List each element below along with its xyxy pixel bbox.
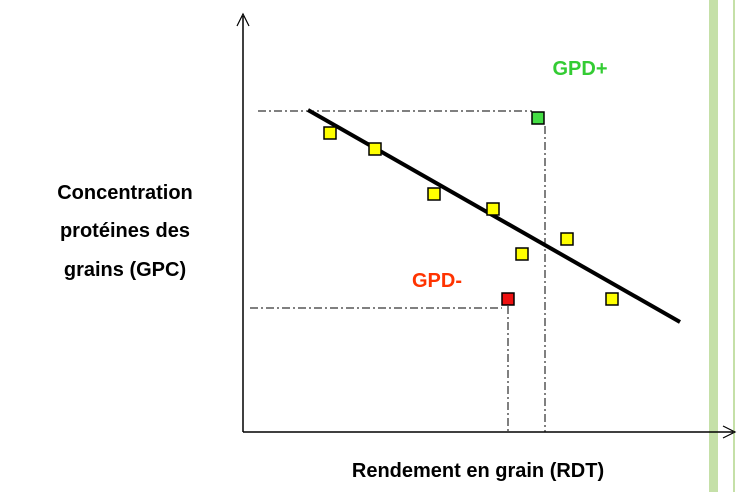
- x-axis-arrow: [722, 425, 737, 439]
- x-axis-label: Rendement en grain (RDT): [352, 460, 604, 482]
- points: [323, 126, 619, 306]
- point-high: [531, 111, 545, 125]
- y-axis-label: grains (GPC): [64, 259, 186, 281]
- point: [486, 202, 500, 216]
- point: [560, 232, 574, 246]
- point: [427, 187, 441, 201]
- trend-line: [307, 108, 681, 324]
- y-axis-label: protéines des: [60, 220, 190, 242]
- point-low: [501, 292, 515, 306]
- point: [605, 292, 619, 306]
- point: [515, 247, 529, 261]
- label-high: GPD+: [552, 58, 607, 80]
- point: [368, 142, 382, 156]
- label-low: GPD-: [412, 270, 462, 292]
- side-stripe: [709, 0, 718, 492]
- y-axis-label: Concentration: [57, 182, 193, 204]
- guide-high: [258, 110, 546, 432]
- guide-low: [250, 306, 509, 432]
- point: [323, 126, 337, 140]
- y-axis-arrow: [236, 12, 250, 27]
